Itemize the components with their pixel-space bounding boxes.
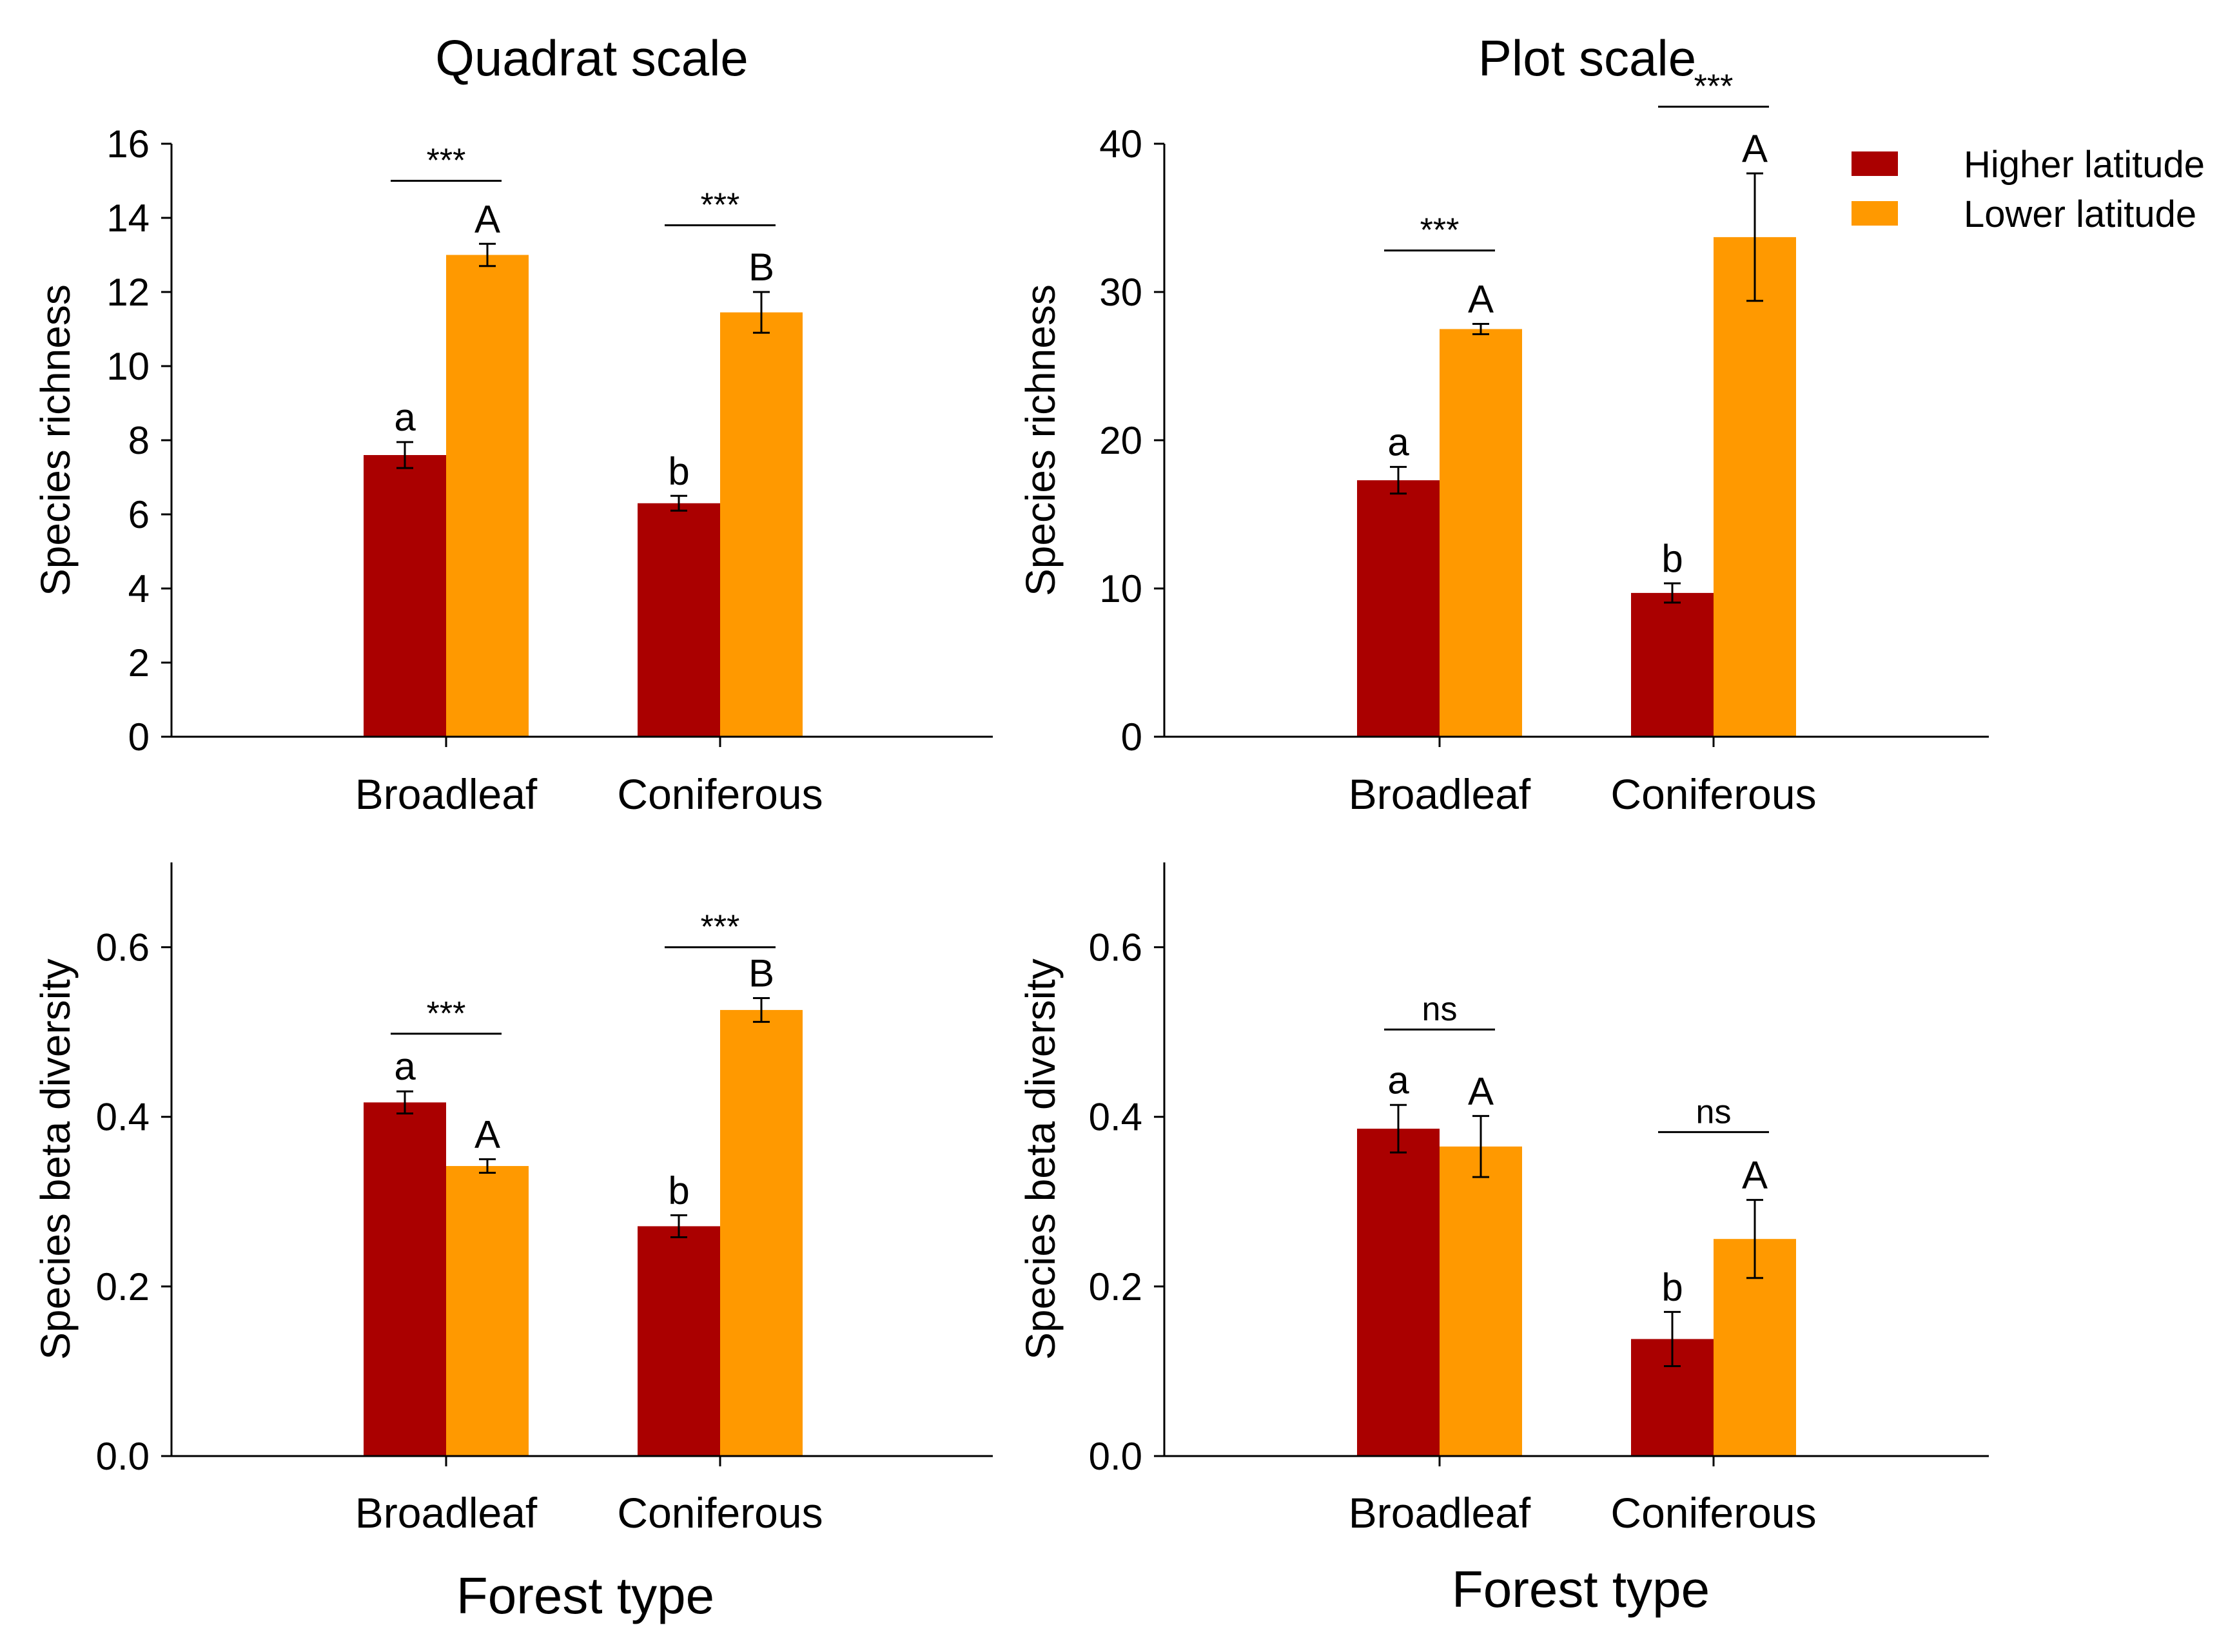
significance-label: *** bbox=[427, 142, 466, 180]
y-tick-label: 0.6 bbox=[1089, 926, 1142, 969]
group-letter: a bbox=[394, 396, 416, 439]
group-letter: a bbox=[1387, 420, 1409, 463]
significance-label: *** bbox=[701, 909, 740, 946]
y-tick-label: 40 bbox=[1099, 122, 1142, 166]
y-tick-label: 0 bbox=[1121, 715, 1142, 759]
significance-label: *** bbox=[427, 995, 466, 1033]
significance-label: *** bbox=[1694, 68, 1734, 106]
bar-lower-broadleaf bbox=[446, 1166, 529, 1456]
chart-title: Quadrat scale bbox=[435, 30, 748, 86]
group-letter: a bbox=[394, 1045, 416, 1088]
y-tick-label: 0.0 bbox=[96, 1435, 150, 1478]
x-axis-label: Forest type bbox=[1452, 1560, 1710, 1618]
group-letter: B bbox=[748, 952, 774, 995]
bar-higher-coniferous bbox=[638, 1226, 720, 1456]
legend-swatch-higher bbox=[1852, 151, 1898, 176]
group-letter: a bbox=[1387, 1058, 1409, 1102]
y-axis-label: Species beta diversity bbox=[32, 958, 79, 1360]
bar-lower-coniferous bbox=[720, 312, 803, 737]
x-tick-label-broadleaf: Broadleaf bbox=[1349, 770, 1531, 818]
group-letter: A bbox=[1468, 1069, 1494, 1113]
group-letter: A bbox=[474, 197, 500, 240]
panel-quadrat-beta: Species beta diversity abAB******0.00.20.… bbox=[32, 862, 993, 1624]
group-letter: B bbox=[748, 246, 774, 289]
x-tick-label-broadleaf: Broadleaf bbox=[355, 1489, 538, 1537]
x-tick-label-coniferous: Coniferous bbox=[617, 1489, 823, 1537]
y-axis-label: Species richness bbox=[32, 284, 79, 596]
y-tick-label: 0.2 bbox=[96, 1265, 150, 1308]
y-tick-label: 20 bbox=[1099, 419, 1142, 462]
group-letter: b bbox=[1661, 1265, 1683, 1308]
x-axis-label: Forest type bbox=[456, 1567, 714, 1624]
chart-title: Plot scale bbox=[1478, 30, 1696, 86]
legend-label-higher: Higher latitude bbox=[1964, 144, 2205, 186]
bar-higher-broadleaf bbox=[1357, 1129, 1440, 1456]
bar-higher-coniferous bbox=[1631, 592, 1714, 737]
y-tick-label: 0.6 bbox=[96, 926, 150, 969]
significance-label: *** bbox=[701, 187, 740, 224]
bar-lower-broadleaf bbox=[1440, 329, 1522, 737]
y-tick-label: 12 bbox=[106, 271, 150, 314]
y-tick-label: 0.4 bbox=[96, 1096, 150, 1139]
x-tick-label-broadleaf: Broadleaf bbox=[355, 770, 538, 818]
significance-label: ns bbox=[1696, 1093, 1732, 1131]
panel-plot-beta: Species beta diversity a b A Ans ns 0.0 0.2 0.4 0… bbox=[1017, 862, 1989, 1618]
legend: Higher latitude Lower latitude bbox=[1852, 144, 2205, 235]
y-tick-label: 14 bbox=[106, 197, 150, 240]
bar-lower-broadleaf bbox=[1440, 1146, 1522, 1456]
bar-lower-coniferous bbox=[1714, 237, 1796, 737]
bar-lower-broadleaf bbox=[446, 255, 529, 737]
bar-higher-broadleaf bbox=[1357, 480, 1440, 737]
group-letter: A bbox=[1742, 1154, 1768, 1197]
y-axis-label: Species richness bbox=[1017, 284, 1064, 596]
y-tick-label: 0.4 bbox=[1089, 1096, 1142, 1139]
y-tick-label: 0.2 bbox=[1089, 1265, 1142, 1308]
group-letter: b bbox=[668, 1169, 689, 1212]
legend-label-lower: Lower latitude bbox=[1964, 193, 2196, 235]
x-tick-label-coniferous: Coniferous bbox=[617, 770, 823, 818]
y-tick-label: 4 bbox=[128, 567, 150, 610]
group-letter: A bbox=[474, 1113, 500, 1156]
x-tick-label-coniferous: Coniferous bbox=[1610, 1489, 1816, 1537]
y-tick-label: 10 bbox=[106, 345, 150, 388]
legend-swatch-lower bbox=[1852, 201, 1898, 226]
group-letter: b bbox=[1661, 537, 1683, 580]
y-tick-label: 8 bbox=[128, 419, 150, 462]
y-tick-label: 0.0 bbox=[1089, 1435, 1142, 1478]
group-letter: b bbox=[668, 449, 689, 492]
bar-lower-coniferous bbox=[720, 1009, 803, 1456]
x-tick-label-coniferous: Coniferous bbox=[1610, 770, 1816, 818]
bar-higher-broadleaf bbox=[364, 1102, 446, 1456]
group-letter: A bbox=[1468, 277, 1494, 320]
bar-higher-broadleaf bbox=[364, 455, 446, 737]
x-tick-label-broadleaf: Broadleaf bbox=[1349, 1489, 1531, 1537]
y-tick-label: 30 bbox=[1099, 271, 1142, 314]
group-letter: A bbox=[1742, 127, 1768, 170]
y-tick-label: 16 bbox=[106, 122, 150, 166]
y-tick-label: 6 bbox=[128, 493, 150, 536]
y-axis-label: Species beta diversity bbox=[1017, 958, 1064, 1360]
y-tick-label: 2 bbox=[128, 641, 150, 685]
y-tick-label: 0 bbox=[128, 715, 150, 759]
y-tick-label: 10 bbox=[1099, 567, 1142, 610]
significance-label: ns bbox=[1422, 991, 1458, 1028]
significance-label: *** bbox=[1420, 212, 1460, 249]
bar-higher-coniferous bbox=[638, 503, 720, 737]
